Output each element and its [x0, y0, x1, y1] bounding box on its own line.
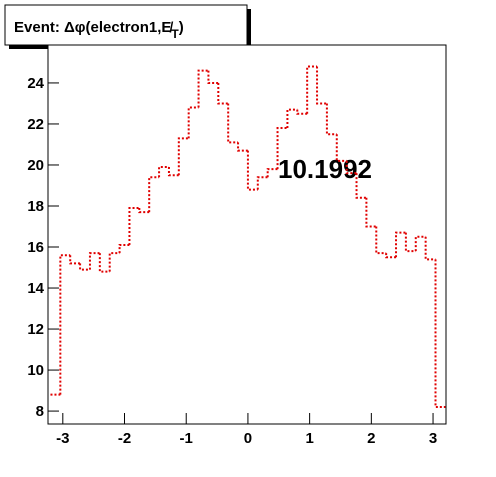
y-tick-label: 20 — [27, 157, 44, 174]
histogram-bin — [108, 252, 120, 272]
histogram-bin — [335, 134, 347, 162]
y-tick-label: 16 — [27, 239, 44, 256]
histogram-bin — [118, 243, 130, 254]
histogram-bin — [404, 232, 416, 253]
histogram-bin — [306, 65, 318, 114]
histogram-bin — [187, 106, 199, 139]
y-tick-label: 18 — [27, 198, 44, 215]
histogram-bin — [355, 173, 367, 199]
histogram-bin — [237, 142, 248, 152]
histogram-bin — [167, 167, 179, 177]
x-tick-label: -3 — [56, 430, 69, 447]
histogram-bin — [286, 108, 298, 129]
y-tick-label: 22 — [27, 116, 44, 133]
histogram-bin — [158, 166, 169, 178]
histogram-bin — [414, 235, 426, 252]
y-tick-label: 10 — [27, 362, 44, 379]
histogram-bin — [246, 150, 258, 191]
y-tick-label: 12 — [27, 321, 44, 338]
histogram-bin — [375, 226, 387, 255]
histogram-bin — [69, 255, 81, 265]
histogram-bin — [207, 70, 219, 84]
chart-title: Event: Δφ(electron1,E̸T) — [14, 19, 184, 41]
x-tick-label: 2 — [367, 430, 375, 447]
x-tick-label: -2 — [118, 430, 131, 447]
histogram-bin — [256, 176, 268, 190]
y-tick-label: 14 — [27, 280, 44, 297]
histogram-bin — [434, 259, 446, 408]
histogram-bin — [217, 82, 229, 105]
histogram-bin — [395, 231, 406, 258]
histogram-bin — [325, 103, 337, 136]
histogram-bin — [128, 207, 140, 245]
histogram-bin — [98, 253, 110, 273]
x-tick-label: 3 — [429, 430, 437, 447]
histogram-bin — [316, 66, 327, 105]
histogram-bin — [177, 137, 189, 176]
histogram-bin — [138, 208, 150, 214]
histogram-bin — [385, 253, 397, 259]
histogram-bin — [148, 176, 160, 213]
y-tick-label: 8 — [36, 403, 44, 420]
y-tick-label: 24 — [27, 75, 44, 92]
histogram-bin — [296, 109, 308, 115]
frame — [47, 44, 447, 425]
histogram-bin — [276, 127, 288, 170]
x-tick-label: 1 — [305, 430, 313, 447]
histogram-bin — [79, 263, 90, 271]
x-tick-label: -1 — [180, 430, 193, 447]
x-tick-label: 0 — [244, 430, 252, 447]
histogram-bin — [227, 103, 239, 144]
histogram-bin — [197, 69, 209, 108]
histogram-bin — [365, 197, 377, 228]
histogram-bin — [266, 168, 278, 178]
histogram-bin — [424, 236, 436, 261]
annotation: 10.1992 — [278, 154, 372, 184]
histogram-bin — [88, 252, 100, 270]
histogram-bin — [345, 160, 357, 175]
